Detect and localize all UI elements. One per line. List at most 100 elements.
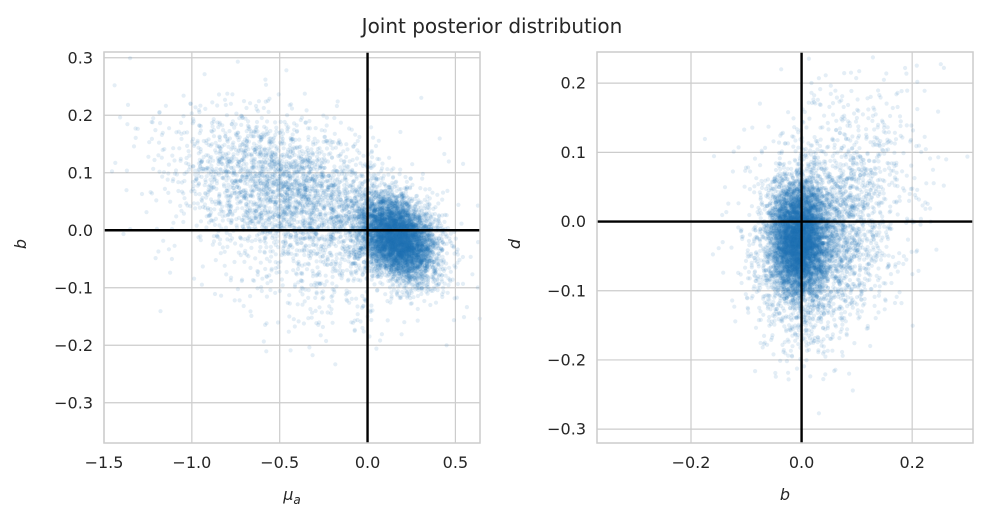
scatter-point bbox=[355, 204, 360, 209]
scatter-point bbox=[437, 221, 442, 226]
scatter-point bbox=[388, 262, 393, 267]
scatter-point bbox=[442, 281, 447, 286]
scatter-point bbox=[425, 291, 430, 296]
scatter-point bbox=[379, 248, 384, 253]
scatter-point bbox=[414, 245, 419, 250]
scatter-point bbox=[402, 224, 407, 229]
scatter-point bbox=[397, 193, 402, 198]
scatter-point bbox=[406, 258, 411, 263]
scatter-point bbox=[410, 224, 415, 229]
scatter-point bbox=[416, 205, 421, 210]
scatter-point bbox=[411, 232, 416, 237]
scatter-point bbox=[434, 277, 439, 282]
scatter-point bbox=[384, 225, 389, 230]
scatter-point bbox=[399, 210, 405, 215]
scatter-point bbox=[362, 219, 367, 224]
scatter-point bbox=[410, 261, 415, 266]
scatter-point bbox=[387, 230, 393, 236]
scatter-point bbox=[374, 234, 380, 239]
scatter-point bbox=[374, 247, 379, 252]
scatter-point bbox=[410, 238, 415, 243]
scatter-point bbox=[391, 214, 396, 219]
scatter-point bbox=[374, 219, 379, 224]
scatter-point bbox=[379, 207, 384, 212]
scatter-point bbox=[406, 243, 412, 248]
scatter-point bbox=[424, 267, 430, 272]
scatter-point bbox=[455, 281, 460, 287]
scatter-point bbox=[375, 213, 380, 218]
scatter-point bbox=[387, 241, 392, 246]
scatter-point bbox=[387, 261, 392, 266]
scatter-point bbox=[431, 272, 436, 277]
scatter-point bbox=[372, 217, 377, 222]
scatter-point bbox=[406, 205, 412, 210]
scatter-point bbox=[381, 253, 386, 258]
scatter-point bbox=[404, 221, 409, 226]
scatter-point bbox=[392, 243, 397, 248]
scatter-point bbox=[353, 241, 358, 246]
scatter-point bbox=[460, 254, 465, 260]
scatter-point bbox=[401, 263, 406, 268]
scatter-point bbox=[415, 266, 420, 271]
scatter-point bbox=[381, 201, 386, 206]
scatter-point bbox=[379, 207, 384, 213]
scatter-point bbox=[419, 208, 424, 213]
scatter-point bbox=[390, 232, 395, 237]
scatter-point bbox=[388, 206, 393, 211]
scatter-point bbox=[418, 260, 423, 266]
scatter-point bbox=[393, 265, 398, 270]
scatter-point bbox=[391, 233, 396, 238]
scatter-point bbox=[382, 242, 387, 247]
scatter-point bbox=[395, 254, 400, 259]
scatter-point bbox=[392, 237, 397, 242]
scatter-point bbox=[384, 214, 389, 220]
scatter-point bbox=[385, 211, 390, 216]
scatter-point bbox=[403, 231, 408, 236]
scatter-point bbox=[408, 230, 413, 235]
scatter-point bbox=[388, 223, 393, 228]
scatter-point bbox=[391, 258, 396, 263]
scatter-point bbox=[448, 231, 453, 236]
scatter-point bbox=[393, 236, 398, 241]
scatter-point bbox=[382, 244, 387, 249]
scatter-point bbox=[408, 266, 413, 271]
scatter-point bbox=[394, 241, 399, 246]
scatter-point bbox=[357, 266, 363, 271]
scatter-point bbox=[396, 221, 401, 226]
scatter-point bbox=[379, 216, 384, 221]
scatter-point bbox=[403, 289, 408, 294]
scatter-point bbox=[407, 271, 412, 276]
scatter-point bbox=[394, 188, 399, 193]
scatter-point bbox=[407, 291, 412, 296]
scatter-point bbox=[383, 263, 388, 268]
scatter-point bbox=[406, 211, 411, 216]
scatter-point bbox=[403, 237, 408, 242]
scatter-point bbox=[415, 293, 420, 299]
scatter-point bbox=[382, 188, 388, 193]
scatter-point bbox=[426, 234, 431, 239]
scatter-point bbox=[419, 246, 424, 251]
scatter-point bbox=[420, 285, 425, 290]
scatter-point bbox=[431, 243, 436, 249]
scatter-point bbox=[389, 208, 394, 213]
scatter-point bbox=[435, 288, 440, 293]
scatter-point bbox=[344, 188, 350, 193]
scatter-point bbox=[414, 261, 419, 266]
scatter-point bbox=[371, 249, 376, 254]
scatter-point bbox=[396, 265, 401, 271]
scatter-point bbox=[388, 254, 393, 259]
scatter-point bbox=[413, 264, 418, 269]
scatter-point bbox=[404, 231, 409, 236]
scatter-point bbox=[401, 221, 406, 226]
scatter-panel-mu-a-vs-b: −1.5 −1.0 −0.5 0.0 0.5 −0.3−0.2−0.10.00.10.2… bbox=[11, 48, 482, 507]
scatter-point bbox=[419, 258, 424, 263]
scatter-point bbox=[402, 261, 407, 266]
scatter-point bbox=[401, 234, 406, 239]
scatter-point bbox=[409, 256, 414, 261]
scatter-point bbox=[385, 256, 390, 262]
scatter-point bbox=[382, 248, 387, 253]
scatter-point bbox=[383, 240, 388, 245]
scatter-point bbox=[379, 247, 384, 252]
scatter-point bbox=[382, 197, 387, 202]
scatter-point bbox=[416, 243, 421, 248]
